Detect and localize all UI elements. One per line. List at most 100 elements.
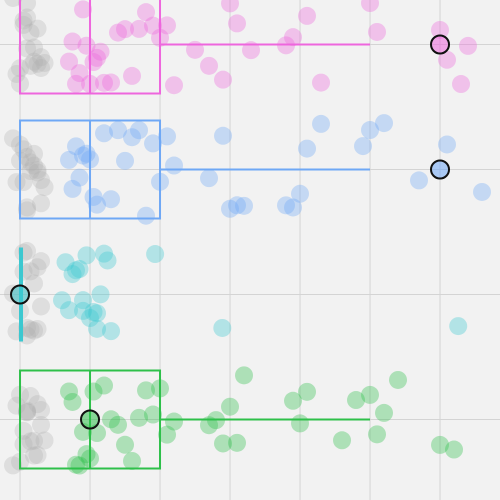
point [144, 405, 163, 424]
faded-point [21, 56, 40, 75]
faded-point [25, 321, 44, 340]
point [130, 121, 149, 140]
point [74, 0, 93, 19]
point [431, 20, 450, 39]
point [165, 412, 184, 431]
mean [10, 284, 31, 305]
point [102, 410, 121, 429]
point [130, 19, 149, 38]
point [88, 195, 107, 214]
faded-point [25, 446, 44, 465]
point [158, 127, 177, 146]
point [84, 187, 103, 206]
point [228, 196, 247, 215]
point [221, 397, 240, 416]
point [77, 246, 96, 265]
faded-point [21, 432, 40, 451]
point [449, 317, 468, 336]
point [431, 435, 450, 454]
point [63, 32, 82, 51]
faded-point [18, 403, 37, 422]
point [291, 414, 310, 433]
point [67, 137, 86, 156]
faded-point [25, 156, 44, 175]
faded-point [32, 48, 51, 67]
point [70, 64, 89, 83]
faded-point [7, 396, 26, 415]
point [277, 196, 296, 215]
point [389, 370, 408, 389]
point [98, 251, 117, 270]
point [228, 433, 247, 452]
point [109, 121, 128, 140]
point [368, 22, 387, 41]
point [60, 382, 79, 401]
faded-point [28, 160, 47, 179]
point [235, 196, 254, 215]
faded-point [25, 431, 44, 450]
point [95, 376, 114, 395]
point [63, 265, 82, 284]
point [88, 48, 107, 67]
point [130, 408, 149, 427]
point [67, 261, 86, 280]
point [375, 403, 394, 422]
point [116, 151, 135, 170]
point [298, 382, 317, 401]
point [123, 128, 142, 147]
point [137, 206, 156, 225]
faded-point [32, 401, 51, 420]
point [361, 385, 380, 404]
point [298, 6, 317, 25]
faded-point [14, 15, 33, 34]
point [116, 20, 135, 39]
point [123, 452, 142, 471]
faded-point [21, 387, 40, 406]
faded-point [14, 11, 33, 30]
faded-point [32, 194, 51, 213]
faded-point [21, 162, 40, 181]
point [221, 0, 240, 13]
faded-point [32, 252, 51, 271]
point [221, 199, 240, 218]
faded-point [18, 403, 37, 422]
point [77, 144, 96, 163]
mean [430, 159, 451, 180]
point [347, 391, 366, 410]
point [74, 291, 93, 310]
point [368, 425, 387, 444]
point [214, 70, 233, 89]
point [84, 382, 103, 401]
point [361, 0, 380, 13]
faded-point [28, 163, 47, 182]
point [109, 23, 128, 42]
point [235, 366, 254, 385]
faded-point [18, 201, 37, 220]
point [81, 309, 100, 328]
point [91, 285, 110, 304]
point [74, 146, 93, 165]
point [284, 391, 303, 410]
faded-point [14, 421, 33, 440]
faded-point [28, 258, 47, 277]
point [116, 435, 135, 454]
point [312, 73, 331, 92]
faded-point [32, 297, 51, 316]
faded-point [18, 147, 37, 166]
faded-point [25, 274, 44, 293]
point [200, 169, 219, 188]
faded-point [32, 171, 51, 190]
point [70, 456, 89, 475]
faded-point [14, 262, 33, 281]
point [459, 36, 478, 55]
faded-point [21, 153, 40, 172]
point [95, 73, 114, 92]
point [137, 381, 156, 400]
point [60, 52, 79, 71]
point [144, 134, 163, 153]
faded-point [35, 53, 54, 72]
point [375, 114, 394, 133]
point [102, 322, 121, 341]
point [214, 434, 233, 453]
